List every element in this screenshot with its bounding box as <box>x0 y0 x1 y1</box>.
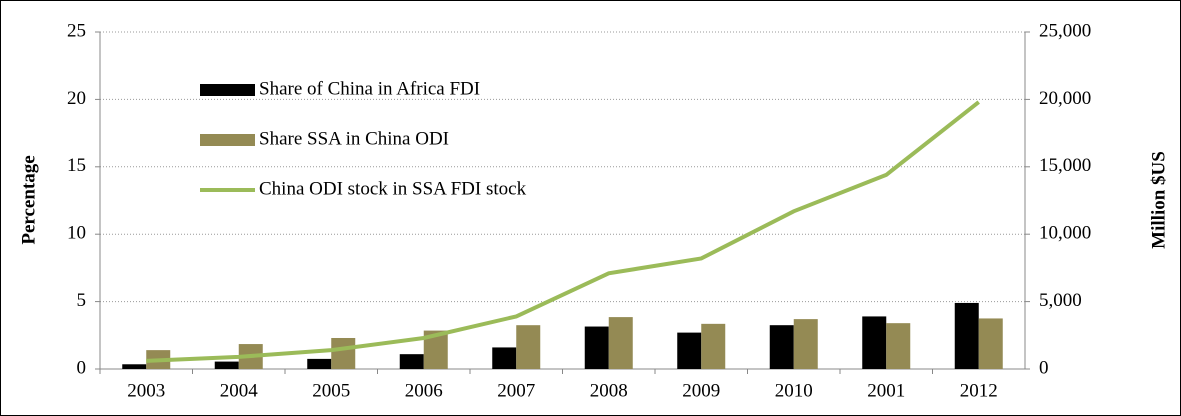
y-tick-label: 20 <box>67 88 86 109</box>
bar <box>399 354 424 369</box>
legend-swatch <box>200 134 255 146</box>
x-tick-label: 2008 <box>590 380 628 401</box>
bar <box>331 337 356 369</box>
y2-tick-label: 10,000 <box>1039 223 1091 244</box>
bar <box>214 361 239 369</box>
bar <box>978 318 1003 369</box>
x-tick-label: 2009 <box>682 380 720 401</box>
y2-tick-label: 5,000 <box>1039 290 1082 311</box>
y2-tick-label: 0 <box>1039 357 1049 378</box>
bar <box>677 332 702 369</box>
x-tick-label: 2004 <box>220 380 259 401</box>
x-tick-label: 2001 <box>867 380 905 401</box>
bar <box>492 347 517 369</box>
y-tick-label: 10 <box>67 223 86 244</box>
bar <box>608 317 633 369</box>
legend-label: Share SSA in China ODI <box>259 128 449 149</box>
bar <box>886 323 911 369</box>
x-tick-label: 2007 <box>497 380 535 401</box>
y2-tick-label: 15,000 <box>1039 155 1091 176</box>
x-tick-label: 2010 <box>775 380 813 401</box>
x-tick-label: 2003 <box>127 380 165 401</box>
bar <box>584 326 609 369</box>
bar <box>862 316 887 369</box>
x-tick-label: 2012 <box>960 380 998 401</box>
y-tick-label: 25 <box>67 20 86 41</box>
bar <box>701 323 726 369</box>
bar <box>954 302 979 369</box>
y-tick-label: 0 <box>77 357 87 378</box>
y-tick-label: 15 <box>67 155 86 176</box>
bar <box>769 325 794 369</box>
legend-label: China ODI stock in SSA FDI stock <box>259 178 527 199</box>
y-tick-label: 5 <box>77 290 87 311</box>
bar <box>307 358 332 369</box>
y2-axis-title: Million $US <box>1148 151 1169 249</box>
bar <box>793 319 818 369</box>
x-tick-label: 2006 <box>405 380 443 401</box>
y2-tick-label: 25,000 <box>1039 20 1091 41</box>
line-series <box>146 100 980 363</box>
x-tick-label: 2005 <box>312 380 350 401</box>
legend-swatch <box>200 84 255 96</box>
y2-tick-label: 20,000 <box>1039 88 1091 109</box>
bar <box>122 364 147 369</box>
bar <box>516 325 541 369</box>
legend-label: Share of China in Africa FDI <box>259 78 480 99</box>
y-axis-title: Percentage <box>18 155 39 244</box>
